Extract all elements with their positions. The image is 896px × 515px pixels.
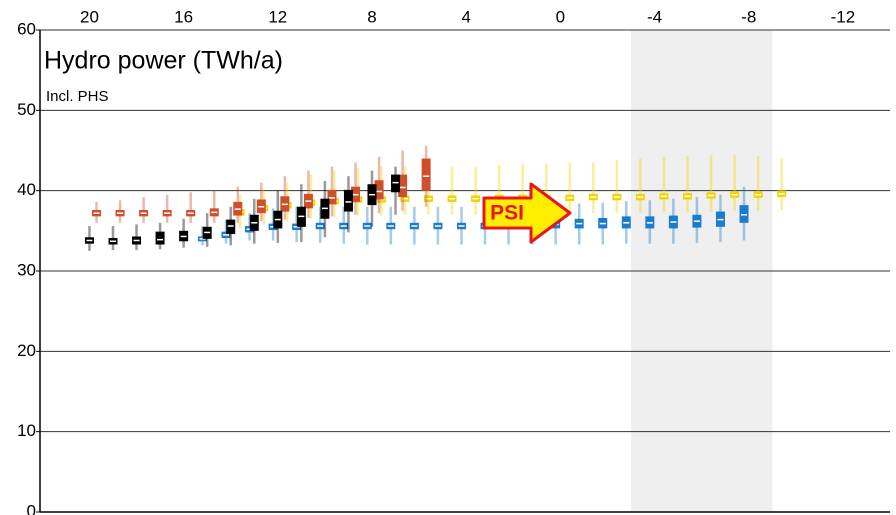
box <box>327 189 337 205</box>
x-tick-label: -8 <box>741 7 756 26</box>
box <box>421 158 431 191</box>
y-tick-label: 10 <box>17 421 36 440</box>
box <box>374 180 384 200</box>
box <box>739 205 749 223</box>
psi-arrow: PSI <box>482 182 572 244</box>
box <box>155 231 165 245</box>
y-tick-label: 50 <box>17 100 36 119</box>
y-tick-label: 30 <box>17 260 36 279</box>
x-tick-label: -12 <box>831 7 856 26</box>
arrow-shape <box>482 182 572 244</box>
marks-layer <box>84 145 787 251</box>
x-tick-label: -4 <box>647 7 662 26</box>
x-tick-label: 16 <box>174 7 193 26</box>
x-tick-label: 20 <box>80 7 99 26</box>
x-tick-label: 8 <box>367 7 376 26</box>
x-tick-label: 12 <box>268 7 287 26</box>
y-tick-label: 20 <box>17 341 36 360</box>
box <box>398 174 408 198</box>
y-tick-label: 40 <box>17 180 36 199</box>
box <box>343 189 353 212</box>
annotation: PSI <box>490 202 524 225</box>
y-tick-label: 60 <box>17 19 36 38</box>
x-tick-label: 4 <box>461 7 470 26</box>
y-tick-label: 0 <box>27 501 36 515</box>
chart-subtitle: Incl. PHS <box>46 88 109 105</box>
box <box>226 219 236 235</box>
x-tick-label: 0 <box>556 7 565 26</box>
box <box>391 174 401 193</box>
chart-title: Hydro power (TWh/a) <box>44 47 283 75</box>
